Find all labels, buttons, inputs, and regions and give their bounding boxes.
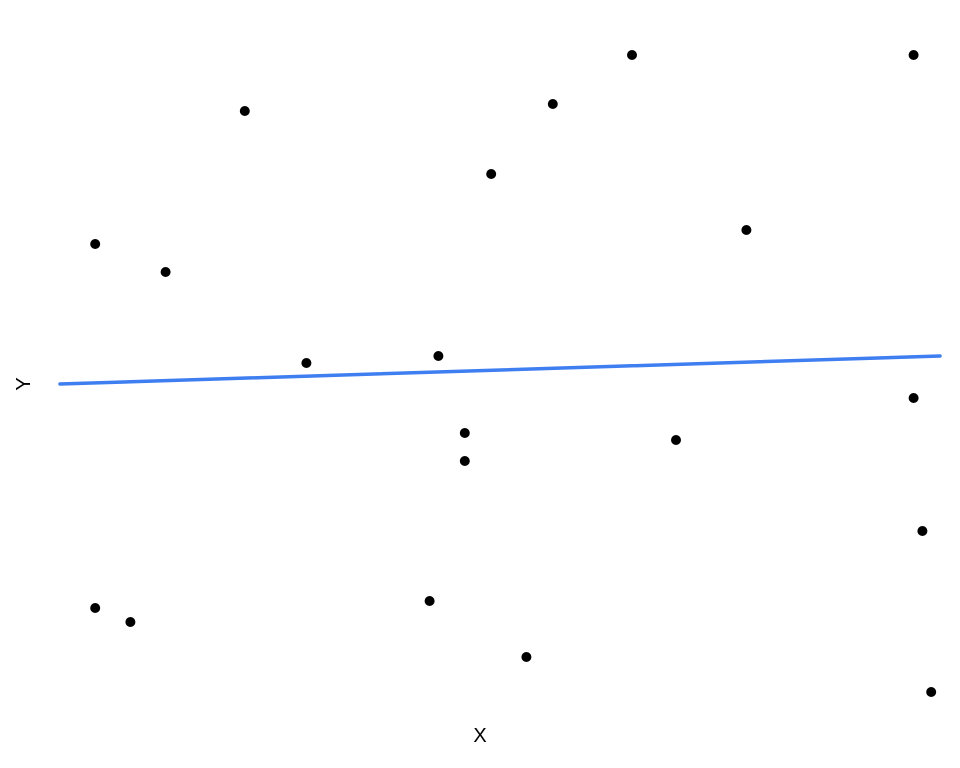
data-point [90,603,100,613]
y-axis-label: Y [13,377,36,390]
data-point [486,169,496,179]
data-point [460,456,470,466]
trend-line [60,356,940,384]
data-point [741,225,751,235]
data-point [240,106,250,116]
data-point [460,428,470,438]
plot-svg [0,0,960,768]
data-point [90,239,100,249]
scatter-chart: Y X [0,0,960,768]
data-point [548,99,558,109]
data-point [909,50,919,60]
data-point [521,652,531,662]
data-point [125,617,135,627]
data-point [433,351,443,361]
data-point [425,596,435,606]
data-point [909,393,919,403]
data-point [161,267,171,277]
data-point [671,435,681,445]
data-point [627,50,637,60]
data-point [917,526,927,536]
data-point [301,358,311,368]
x-axis-label: X [473,725,486,748]
data-point [926,687,936,697]
